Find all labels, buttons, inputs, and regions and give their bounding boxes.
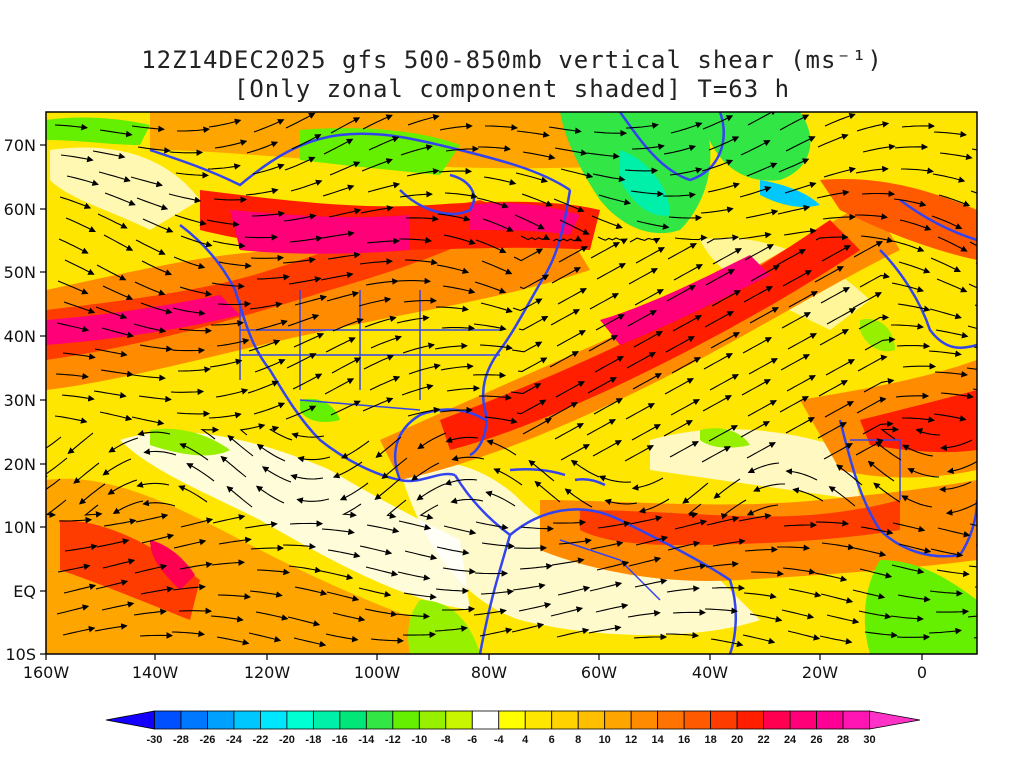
lon-tick-label: 60W	[581, 663, 617, 682]
colorbar-cell	[789, 710, 817, 730]
colorbar-cell	[312, 710, 341, 730]
colorbar-label: -28	[173, 734, 189, 746]
colorbar-cell	[286, 710, 314, 730]
colorbar-cell	[816, 710, 844, 730]
colorbar-label: -18	[305, 734, 321, 746]
lat-tick-label: 30N	[4, 391, 36, 410]
colorbar-label: 14	[652, 734, 665, 746]
colorbar-label: 10	[599, 734, 611, 746]
colorbar-cell	[551, 710, 579, 730]
colorbar-label: 6	[549, 734, 555, 746]
map-plot-area	[46, 112, 977, 654]
colorbar-cell	[524, 710, 553, 730]
colorbar: -30 -28 -26 -24 -22 -20 -18 -16 -14 -12 -10 -8 -6 -4 4…	[105, 710, 921, 746]
colorbar-cell	[445, 710, 473, 730]
lat-tick-label: 10S	[5, 645, 36, 664]
lat-tick-label: 40N	[4, 327, 36, 346]
colorbar-label: 22	[757, 734, 769, 746]
colorbar-cell	[154, 710, 182, 730]
colorbar-label: -16	[332, 734, 348, 746]
colorbar-label: -10	[411, 734, 427, 746]
lat-tick-label: 50N	[4, 263, 36, 282]
colorbar-label: -6	[467, 734, 477, 746]
colorbar-cell	[683, 710, 712, 730]
colorbar-cell	[260, 710, 288, 730]
colorbar-cell	[630, 710, 659, 730]
lat-tick-label: 60N	[4, 200, 36, 219]
lat-tick-label: 20N	[4, 455, 36, 474]
streamlines	[46, 112, 977, 648]
colorbar-label: -30	[147, 734, 163, 746]
colorbar-cell	[498, 710, 526, 730]
colorbar-label: 20	[731, 734, 743, 746]
colorbar-cell	[233, 710, 261, 730]
lon-tick-label: 120W	[244, 663, 291, 682]
colorbar-label: 30	[863, 734, 875, 746]
colorbar-label: 26	[810, 734, 822, 746]
latitude-axis: 70N 60N 50N 40N 30N 20N 10N EQ 10S	[4, 136, 46, 664]
colorbar-label: -22	[252, 734, 268, 746]
lon-tick-label: 100W	[354, 663, 401, 682]
colorbar-cell	[207, 710, 235, 730]
colorbar-label: 18	[704, 734, 716, 746]
colorbar-cell	[392, 710, 420, 730]
colorbar-label: 12	[625, 734, 637, 746]
colorbar-cell	[869, 710, 921, 730]
lat-tick-label: EQ	[13, 582, 36, 601]
lon-tick-label: 80W	[471, 663, 507, 682]
colorbar-cell	[736, 710, 764, 730]
colorbar-label: 16	[678, 734, 690, 746]
colorbar-label: 8	[575, 734, 581, 746]
lat-tick-label: 70N	[4, 136, 36, 155]
longitude-axis: 160W 140W 120W 100W 80W 60W 40W 20W 0	[23, 654, 927, 682]
colorbar-cell	[365, 710, 394, 730]
colorbar-cell	[105, 710, 155, 730]
shear-shading	[46, 112, 977, 654]
lon-tick-label: 20W	[802, 663, 838, 682]
lon-tick-label: 160W	[23, 663, 70, 682]
colorbar-label: -4	[494, 734, 505, 746]
title-line-2: [Only zonal component shaded] T=63 h	[233, 75, 791, 103]
title-line-1: 12Z14DEC2025 gfs 500-850mb vertical shea…	[141, 46, 883, 74]
colorbar-cell	[418, 710, 447, 730]
colorbar-cell	[604, 710, 632, 730]
lon-tick-label: 40W	[692, 663, 728, 682]
plot-frame	[45, 111, 978, 655]
colorbar-cell	[339, 710, 367, 730]
colorbar-cell	[657, 710, 685, 730]
colorbar-label: -26	[199, 734, 215, 746]
colorbar-cell	[577, 710, 606, 730]
colorbar-cell	[763, 710, 791, 730]
colorbar-label: -24	[226, 734, 243, 746]
colorbar-cell	[471, 710, 500, 730]
colorbar-cell	[710, 710, 738, 730]
lon-tick-label: 0	[917, 663, 927, 682]
colorbar-label: -12	[385, 734, 401, 746]
colorbar-label: 24	[784, 734, 797, 746]
colorbar-label: -14	[358, 734, 375, 746]
colorbar-label: 4	[522, 734, 529, 746]
colorbar-cell	[180, 710, 208, 730]
colorbar-label: -20	[279, 734, 295, 746]
colorbar-label: 28	[837, 734, 849, 746]
colorbar-cell	[842, 710, 870, 730]
colorbar-label: -8	[441, 734, 451, 746]
lat-tick-label: 10N	[4, 518, 36, 537]
lon-tick-label: 140W	[132, 663, 179, 682]
